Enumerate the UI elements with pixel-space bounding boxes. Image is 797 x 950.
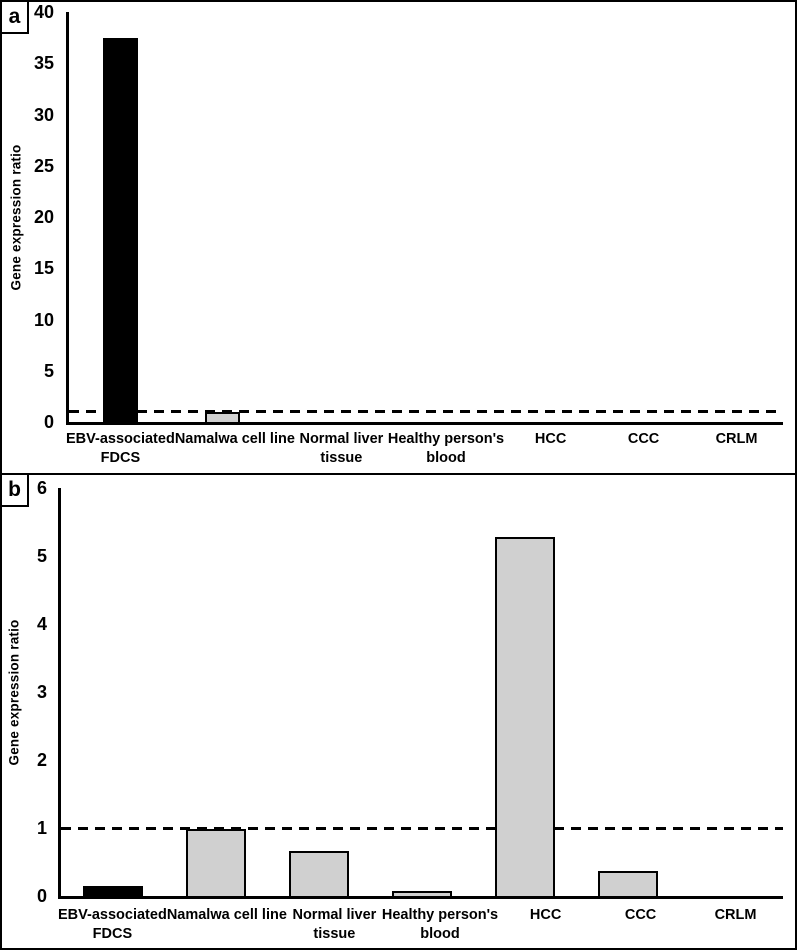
y-tick-label: 25 (33, 155, 54, 176)
bars-row (61, 488, 783, 896)
bar (495, 536, 556, 896)
category-label-line: CCC (627, 431, 660, 447)
category-label-line: CCC (624, 907, 657, 923)
bar-slot (370, 488, 473, 896)
bar (102, 37, 138, 422)
category-label-line: EBV-associated (66, 431, 175, 447)
category-label-line: CRLM (714, 907, 757, 923)
bar (391, 890, 452, 896)
y-axis-tick-labels: 0 1 2 3 4 5 6 (2, 478, 47, 906)
y-tick-label: 6 (36, 478, 47, 498)
panel-a: a Gene expression ratio 0 5 10 15 20 25 30 35 40… (2, 2, 795, 473)
reference-line (69, 410, 783, 414)
category-label: Namalwa cell line (167, 906, 287, 944)
category-label: Namalwa cell line (175, 430, 295, 468)
category-label-line: blood (426, 450, 466, 466)
y-tick-label: 3 (36, 682, 47, 702)
y-tick-label: 5 (36, 546, 47, 566)
y-tick-label: 20 (33, 207, 54, 227)
category-label: CCC (593, 906, 688, 944)
category-label-line: Namalwa cell line (166, 907, 287, 923)
bar-slot (171, 12, 273, 422)
y-tick-label: 35 (33, 53, 54, 74)
category-label-line: HCC (534, 431, 567, 447)
y-tick-label: 5 (43, 360, 54, 381)
bar-slot (267, 488, 370, 896)
category-label-line: HCC (529, 907, 562, 923)
y-tick-label: 40 (33, 2, 54, 22)
category-label-line: FDCS (92, 926, 133, 942)
bar-slot (69, 12, 171, 422)
category-label-line: tissue (320, 450, 363, 466)
category-label: Healthy person's blood (382, 906, 498, 944)
y-axis-tick-labels: 0 5 10 15 20 25 30 35 40 (2, 2, 54, 432)
category-label-line: Healthy person's (381, 907, 499, 923)
category-label: CRLM (688, 906, 783, 944)
bar-slot (273, 12, 375, 422)
category-label-line: blood (420, 926, 460, 942)
bar-slot (477, 12, 579, 422)
bar-slot (61, 488, 164, 896)
y-tick-label: 30 (33, 104, 54, 125)
bar-slot (164, 488, 267, 896)
bar (598, 870, 659, 896)
category-label-line: FDCS (100, 450, 141, 466)
bars-row (69, 12, 783, 422)
bar (82, 886, 143, 896)
y-tick-label: 1 (36, 818, 47, 839)
category-label: EBV-associated FDCS (66, 430, 175, 468)
y-tick-label: 0 (43, 412, 54, 432)
y-tick-label: 4 (36, 614, 47, 635)
bar-slot (680, 488, 783, 896)
x-axis-labels: EBV-associated FDCS Namalwa cell line Norma… (66, 430, 783, 468)
bar (288, 851, 349, 896)
panel-label: b (8, 478, 21, 501)
category-label: CCC (597, 430, 690, 468)
bar (204, 412, 240, 422)
category-label-line: EBV-associated (58, 907, 167, 923)
plot-area (66, 12, 783, 425)
category-label-line: Namalwa cell line (174, 431, 295, 447)
category-label-line: Healthy person's (387, 431, 505, 447)
category-label-line: Normal liver (292, 907, 377, 923)
category-label-line: tissue (313, 926, 356, 942)
bar-slot (474, 488, 577, 896)
category-label: EBV-associated FDCS (58, 906, 167, 944)
bar-slot (375, 12, 477, 422)
category-label: Normal liver tissue (287, 906, 382, 944)
panel-label: a (8, 5, 21, 28)
bar-slot (577, 488, 680, 896)
category-label: CRLM (690, 430, 783, 468)
plot-area (58, 488, 783, 899)
panel-label-box: b (2, 475, 29, 507)
category-label: Normal liver tissue (295, 430, 388, 468)
reference-line (61, 826, 783, 830)
category-label: HCC (504, 430, 597, 468)
y-tick-label: 0 (36, 886, 47, 906)
panel-label-box: a (2, 2, 29, 34)
y-tick-label: 2 (36, 750, 47, 771)
category-label: Healthy person's blood (388, 430, 504, 468)
category-label-line: Normal liver (299, 431, 384, 447)
category-label: HCC (498, 906, 593, 944)
x-axis-labels: EBV-associated FDCS Namalwa cell line Norma… (58, 906, 783, 944)
category-label-line: CRLM (715, 431, 758, 447)
bar (185, 829, 246, 896)
y-tick-label: 10 (33, 309, 54, 330)
y-tick-label: 15 (33, 258, 54, 279)
bar-slot (579, 12, 681, 422)
bar-slot (681, 12, 783, 422)
